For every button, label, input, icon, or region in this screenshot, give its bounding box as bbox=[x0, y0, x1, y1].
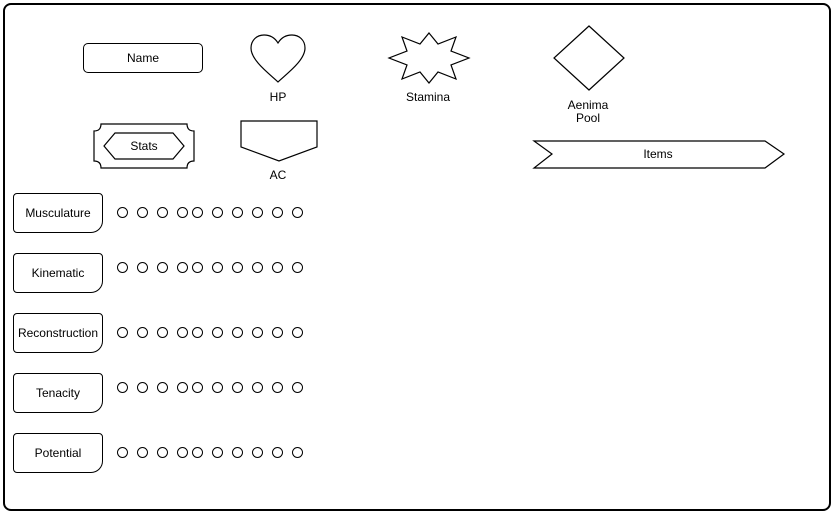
stat-reconstruction[interactable]: Reconstruction bbox=[13, 313, 103, 353]
stat-pip[interactable] bbox=[212, 327, 223, 338]
stats-label: Stats bbox=[130, 139, 158, 153]
stat-pip[interactable] bbox=[192, 262, 203, 273]
stat-pip[interactable] bbox=[137, 327, 148, 338]
stat-label: Potential bbox=[34, 446, 82, 460]
stat-pip[interactable] bbox=[252, 207, 263, 218]
stat-pip[interactable] bbox=[272, 382, 283, 393]
stat-pip[interactable] bbox=[252, 262, 263, 273]
stat-label: Reconstruction bbox=[17, 326, 99, 340]
stat-pip[interactable] bbox=[157, 447, 168, 458]
character-sheet-frame bbox=[3, 3, 831, 511]
aenima-pool-label-line1: Aenima bbox=[567, 98, 609, 112]
hp-heart-icon[interactable] bbox=[249, 34, 307, 84]
stat-pip[interactable] bbox=[157, 207, 168, 218]
stat-pip[interactable] bbox=[292, 207, 303, 218]
stat-pip[interactable] bbox=[117, 382, 128, 393]
stat-pip[interactable] bbox=[117, 447, 128, 458]
stat-pip[interactable] bbox=[272, 262, 283, 273]
stat-pip[interactable] bbox=[252, 447, 263, 458]
stat-pip[interactable] bbox=[212, 382, 223, 393]
stat-pip[interactable] bbox=[157, 262, 168, 273]
stat-pip[interactable] bbox=[292, 262, 303, 273]
items-label: Items bbox=[643, 147, 673, 161]
stat-tenacity[interactable]: Tenacity bbox=[13, 373, 103, 413]
name-box[interactable]: Name bbox=[83, 43, 203, 73]
stat-pip[interactable] bbox=[292, 447, 303, 458]
stamina-label: Stamina bbox=[405, 90, 451, 104]
stat-pip[interactable] bbox=[177, 382, 188, 393]
ac-label: AC bbox=[269, 168, 287, 182]
stat-pip[interactable] bbox=[212, 207, 223, 218]
stat-label: Musculature bbox=[25, 206, 91, 220]
stamina-star-icon[interactable] bbox=[387, 32, 471, 84]
stat-pip[interactable] bbox=[177, 262, 188, 273]
stat-pip[interactable] bbox=[232, 262, 243, 273]
stat-pip[interactable] bbox=[177, 447, 188, 458]
stat-pip[interactable] bbox=[232, 207, 243, 218]
stat-musculature[interactable]: Musculature bbox=[13, 193, 103, 233]
stat-kinematic[interactable]: Kinematic bbox=[13, 253, 103, 293]
stat-pip[interactable] bbox=[137, 447, 148, 458]
stat-pip[interactable] bbox=[232, 447, 243, 458]
stat-pip[interactable] bbox=[292, 327, 303, 338]
stat-potential[interactable]: Potential bbox=[13, 433, 103, 473]
items-banner-icon[interactable] bbox=[532, 140, 786, 170]
stat-pip[interactable] bbox=[272, 447, 283, 458]
stat-pip[interactable] bbox=[212, 262, 223, 273]
aenima-pool-diamond-icon[interactable] bbox=[553, 25, 625, 91]
stat-pip[interactable] bbox=[192, 382, 203, 393]
stat-pip[interactable] bbox=[117, 207, 128, 218]
stat-pip[interactable] bbox=[157, 382, 168, 393]
stat-pip[interactable] bbox=[177, 207, 188, 218]
stat-pip[interactable] bbox=[212, 447, 223, 458]
stat-pip[interactable] bbox=[192, 207, 203, 218]
stat-pip[interactable] bbox=[192, 327, 203, 338]
hp-label: HP bbox=[269, 90, 287, 104]
stat-pip[interactable] bbox=[272, 327, 283, 338]
name-label: Name bbox=[126, 51, 159, 65]
ac-pentagon-icon[interactable] bbox=[240, 120, 318, 162]
stat-pip[interactable] bbox=[272, 207, 283, 218]
stat-pip[interactable] bbox=[157, 327, 168, 338]
stat-pip[interactable] bbox=[192, 447, 203, 458]
stat-pip[interactable] bbox=[117, 327, 128, 338]
stat-pip[interactable] bbox=[292, 382, 303, 393]
stat-pip[interactable] bbox=[177, 327, 188, 338]
stat-pip[interactable] bbox=[117, 262, 128, 273]
stat-pip[interactable] bbox=[137, 207, 148, 218]
stat-pip[interactable] bbox=[252, 327, 263, 338]
aenima-pool-label-line2: Pool bbox=[575, 111, 601, 125]
stat-pip[interactable] bbox=[252, 382, 263, 393]
stat-pip[interactable] bbox=[137, 262, 148, 273]
stat-pip[interactable] bbox=[232, 327, 243, 338]
stat-pip[interactable] bbox=[137, 382, 148, 393]
stat-pip[interactable] bbox=[232, 382, 243, 393]
stats-plaque-icon[interactable] bbox=[93, 123, 195, 169]
stat-label: Tenacity bbox=[35, 386, 81, 400]
aenima-pool-label: Aenima Pool bbox=[558, 99, 618, 125]
stat-label: Kinematic bbox=[31, 266, 85, 280]
